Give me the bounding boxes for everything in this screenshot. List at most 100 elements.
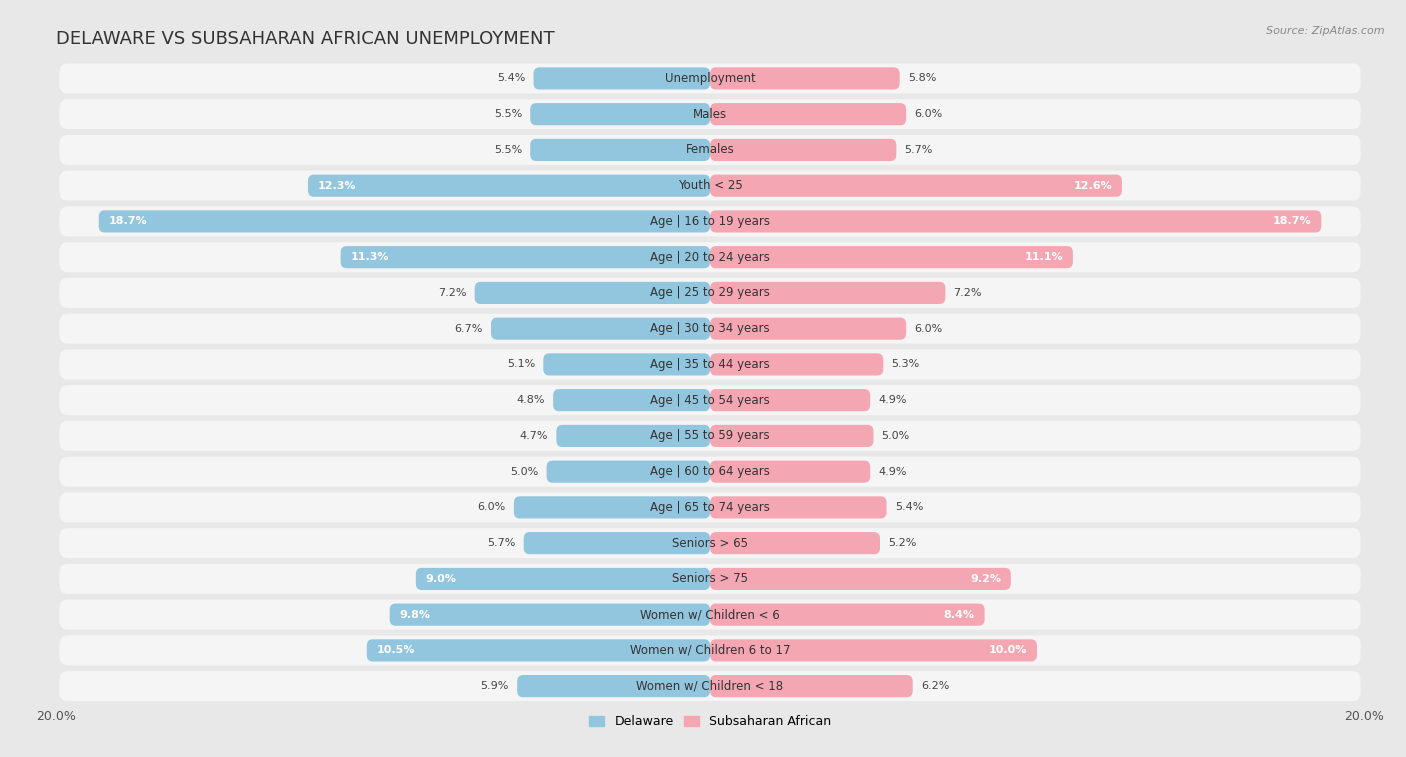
Text: 11.1%: 11.1% bbox=[1025, 252, 1063, 262]
FancyBboxPatch shape bbox=[59, 207, 1361, 236]
FancyBboxPatch shape bbox=[710, 246, 1073, 268]
Text: 5.0%: 5.0% bbox=[882, 431, 910, 441]
FancyBboxPatch shape bbox=[710, 67, 900, 89]
FancyBboxPatch shape bbox=[515, 497, 710, 519]
FancyBboxPatch shape bbox=[59, 492, 1361, 522]
FancyBboxPatch shape bbox=[710, 568, 1011, 590]
FancyBboxPatch shape bbox=[530, 103, 710, 125]
FancyBboxPatch shape bbox=[710, 210, 1322, 232]
Text: 10.5%: 10.5% bbox=[377, 646, 415, 656]
Text: 5.0%: 5.0% bbox=[510, 466, 538, 477]
Text: Age | 60 to 64 years: Age | 60 to 64 years bbox=[650, 465, 770, 478]
Text: Age | 20 to 24 years: Age | 20 to 24 years bbox=[650, 251, 770, 263]
Text: 9.0%: 9.0% bbox=[426, 574, 457, 584]
FancyBboxPatch shape bbox=[340, 246, 710, 268]
FancyBboxPatch shape bbox=[59, 313, 1361, 344]
Text: 6.0%: 6.0% bbox=[478, 503, 506, 512]
FancyBboxPatch shape bbox=[59, 170, 1361, 201]
FancyBboxPatch shape bbox=[59, 350, 1361, 379]
Text: Males: Males bbox=[693, 107, 727, 120]
FancyBboxPatch shape bbox=[710, 354, 883, 375]
FancyBboxPatch shape bbox=[710, 603, 984, 626]
FancyBboxPatch shape bbox=[710, 640, 1038, 662]
FancyBboxPatch shape bbox=[59, 600, 1361, 630]
FancyBboxPatch shape bbox=[59, 99, 1361, 129]
FancyBboxPatch shape bbox=[59, 242, 1361, 273]
Text: 4.7%: 4.7% bbox=[520, 431, 548, 441]
Text: 5.4%: 5.4% bbox=[496, 73, 526, 83]
Text: 9.2%: 9.2% bbox=[970, 574, 1001, 584]
FancyBboxPatch shape bbox=[553, 389, 710, 411]
Text: Females: Females bbox=[686, 143, 734, 157]
Text: 6.2%: 6.2% bbox=[921, 681, 949, 691]
FancyBboxPatch shape bbox=[710, 497, 887, 519]
Text: 4.9%: 4.9% bbox=[879, 466, 907, 477]
FancyBboxPatch shape bbox=[710, 318, 905, 340]
FancyBboxPatch shape bbox=[98, 210, 710, 232]
FancyBboxPatch shape bbox=[59, 671, 1361, 701]
Text: Age | 25 to 29 years: Age | 25 to 29 years bbox=[650, 286, 770, 300]
FancyBboxPatch shape bbox=[517, 675, 710, 697]
FancyBboxPatch shape bbox=[557, 425, 710, 447]
Text: Women w/ Children < 18: Women w/ Children < 18 bbox=[637, 680, 783, 693]
Text: 6.7%: 6.7% bbox=[454, 324, 482, 334]
Text: 5.2%: 5.2% bbox=[889, 538, 917, 548]
Text: 12.3%: 12.3% bbox=[318, 181, 356, 191]
Text: 10.0%: 10.0% bbox=[988, 646, 1028, 656]
Text: Seniors > 75: Seniors > 75 bbox=[672, 572, 748, 585]
FancyBboxPatch shape bbox=[59, 635, 1361, 665]
Text: 6.0%: 6.0% bbox=[914, 109, 942, 119]
Text: 5.5%: 5.5% bbox=[494, 145, 522, 155]
Text: 11.3%: 11.3% bbox=[350, 252, 389, 262]
Text: 4.8%: 4.8% bbox=[516, 395, 546, 405]
Text: 12.6%: 12.6% bbox=[1073, 181, 1112, 191]
Text: 5.7%: 5.7% bbox=[486, 538, 516, 548]
Text: 5.8%: 5.8% bbox=[908, 73, 936, 83]
Text: Seniors > 65: Seniors > 65 bbox=[672, 537, 748, 550]
Text: Age | 55 to 59 years: Age | 55 to 59 years bbox=[650, 429, 770, 442]
Text: Source: ZipAtlas.com: Source: ZipAtlas.com bbox=[1267, 26, 1385, 36]
FancyBboxPatch shape bbox=[710, 460, 870, 483]
Text: Youth < 25: Youth < 25 bbox=[678, 179, 742, 192]
FancyBboxPatch shape bbox=[59, 64, 1361, 93]
Text: Age | 45 to 54 years: Age | 45 to 54 years bbox=[650, 394, 770, 407]
FancyBboxPatch shape bbox=[389, 603, 710, 626]
Text: 5.9%: 5.9% bbox=[481, 681, 509, 691]
FancyBboxPatch shape bbox=[491, 318, 710, 340]
Text: Unemployment: Unemployment bbox=[665, 72, 755, 85]
FancyBboxPatch shape bbox=[710, 675, 912, 697]
FancyBboxPatch shape bbox=[547, 460, 710, 483]
FancyBboxPatch shape bbox=[59, 385, 1361, 415]
Text: 5.7%: 5.7% bbox=[904, 145, 934, 155]
FancyBboxPatch shape bbox=[710, 139, 897, 161]
FancyBboxPatch shape bbox=[59, 564, 1361, 594]
Text: 8.4%: 8.4% bbox=[943, 609, 974, 620]
FancyBboxPatch shape bbox=[710, 532, 880, 554]
FancyBboxPatch shape bbox=[710, 103, 905, 125]
FancyBboxPatch shape bbox=[710, 282, 945, 304]
Text: Women w/ Children 6 to 17: Women w/ Children 6 to 17 bbox=[630, 644, 790, 657]
FancyBboxPatch shape bbox=[59, 135, 1361, 165]
Text: Women w/ Children < 6: Women w/ Children < 6 bbox=[640, 608, 780, 621]
FancyBboxPatch shape bbox=[543, 354, 710, 375]
FancyBboxPatch shape bbox=[59, 528, 1361, 558]
Text: Age | 30 to 34 years: Age | 30 to 34 years bbox=[650, 322, 770, 335]
FancyBboxPatch shape bbox=[59, 278, 1361, 308]
FancyBboxPatch shape bbox=[533, 67, 710, 89]
FancyBboxPatch shape bbox=[710, 389, 870, 411]
Text: 4.9%: 4.9% bbox=[879, 395, 907, 405]
FancyBboxPatch shape bbox=[530, 139, 710, 161]
Text: Age | 16 to 19 years: Age | 16 to 19 years bbox=[650, 215, 770, 228]
Text: 9.8%: 9.8% bbox=[399, 609, 430, 620]
Text: Age | 35 to 44 years: Age | 35 to 44 years bbox=[650, 358, 770, 371]
FancyBboxPatch shape bbox=[523, 532, 710, 554]
Text: 5.1%: 5.1% bbox=[508, 360, 536, 369]
FancyBboxPatch shape bbox=[710, 425, 873, 447]
FancyBboxPatch shape bbox=[308, 175, 710, 197]
FancyBboxPatch shape bbox=[59, 456, 1361, 487]
Text: DELAWARE VS SUBSAHARAN AFRICAN UNEMPLOYMENT: DELAWARE VS SUBSAHARAN AFRICAN UNEMPLOYM… bbox=[56, 30, 555, 48]
Text: 7.2%: 7.2% bbox=[439, 288, 467, 298]
FancyBboxPatch shape bbox=[416, 568, 710, 590]
FancyBboxPatch shape bbox=[367, 640, 710, 662]
Text: 6.0%: 6.0% bbox=[914, 324, 942, 334]
